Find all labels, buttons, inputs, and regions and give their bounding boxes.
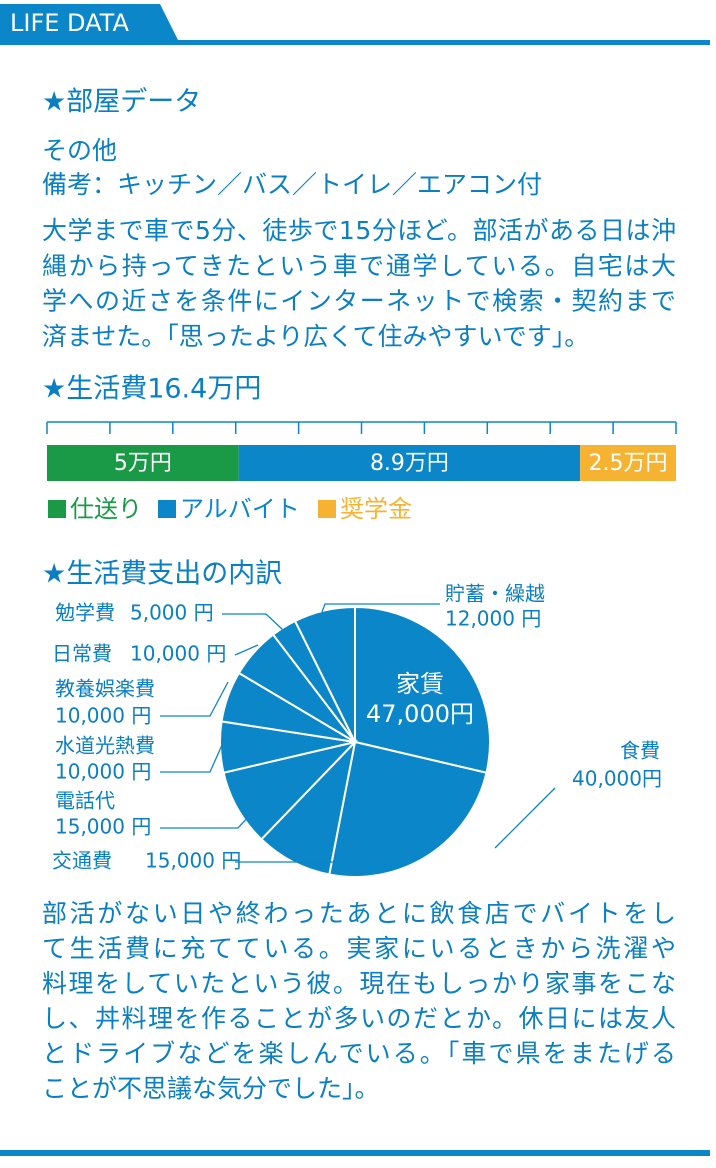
slice-value: 40,000円 [572, 767, 662, 791]
header-tab [0, 4, 178, 40]
pie-slice [222, 740, 359, 841]
pie-slice [354, 605, 491, 774]
value-label: 5万円 [114, 451, 172, 476]
section-title: ★部屋データ [42, 87, 201, 118]
paragraph-line: とドライブなどを楽しんでいる。「車で県をまたげる [42, 1039, 676, 1068]
header-rule [0, 40, 710, 45]
value-label: 8.9万円 [370, 451, 449, 476]
room-line: その他 [42, 136, 117, 165]
section-title: ★生活費支出の内訳 [42, 559, 282, 590]
slice-name: 家賃 [396, 670, 444, 698]
leader-line [160, 814, 251, 829]
pie-slice [293, 605, 356, 743]
bar-segment [47, 445, 239, 481]
paragraph-line: て生活費に充てている。実家にいるときから洗濯や [42, 934, 676, 963]
paragraph-line: 料理をしていたという彼。現在もしっかり家事をこな [42, 969, 676, 998]
header-title: LIFE DATA [10, 9, 129, 37]
slice-value: 10,000 円 [130, 642, 226, 666]
leader-line [160, 681, 229, 717]
slice-value: 12,000 円 [445, 607, 541, 631]
paragraph-line: 済ませた。「思ったより広くて住みやすいです」。 [42, 322, 589, 351]
legend-label: 奨学金 [340, 495, 412, 523]
leader-line [494, 787, 556, 849]
bar-segment [580, 445, 676, 481]
leader-line [234, 644, 259, 656]
slice-value: 5,000 円 [130, 601, 214, 625]
slice-name: 水道光熱費 [55, 734, 155, 758]
slice-value: 15,000 円 [145, 849, 241, 873]
paragraph-line: 学への近さを条件にインターネットで検索・契約まで [42, 287, 676, 316]
footer-rule [0, 1150, 710, 1156]
paragraph-line: 部活がない日や終わったあとに飲食店でバイトをし [42, 899, 676, 928]
room-line: 備考：キッチン／バス／トイレ／エアコン付 [42, 170, 542, 199]
slice-name: 勉学費 [55, 601, 115, 625]
leader-line [222, 613, 284, 631]
paragraph-line: し、丼料理を作ることが多いのだとか。休日には友人 [42, 1004, 676, 1033]
slice-value: 47,000円 [366, 700, 474, 728]
paragraph-line: 大学まで車で5分、徒歩で15分ほど。部活がある日は沖 [42, 216, 676, 245]
slice-name: 教養娯楽費 [55, 677, 155, 701]
legend-label: 仕送り [70, 495, 142, 523]
slice-value: 10,000 円 [55, 704, 151, 728]
slice-name: 貯蓄・繰越 [445, 582, 545, 606]
legend-swatch [318, 500, 336, 518]
paragraph-line: 縄から持ってきたという車で通学している。自宅は大 [42, 251, 676, 280]
leader-line [160, 744, 223, 773]
legend-swatch [158, 500, 176, 518]
leader-line [321, 603, 440, 613]
slice-name: 電話代 [55, 789, 115, 813]
slice-name: 日常費 [52, 642, 112, 666]
slice-value: 10,000 円 [55, 760, 151, 784]
slice-value: 15,000 円 [55, 815, 151, 839]
value-label: 2.5万円 [589, 451, 668, 476]
slice-name: 交通費 [52, 849, 112, 873]
slice-name: 食費 [620, 739, 660, 763]
bar-segment [238, 445, 581, 481]
section-title: ★生活費16.4万円 [42, 374, 261, 405]
legend-swatch [48, 500, 66, 518]
legend-label: アルバイト [180, 495, 300, 523]
paragraph-line: ことが不思議な気分でした」。 [42, 1074, 380, 1103]
pie-slice [328, 740, 488, 878]
